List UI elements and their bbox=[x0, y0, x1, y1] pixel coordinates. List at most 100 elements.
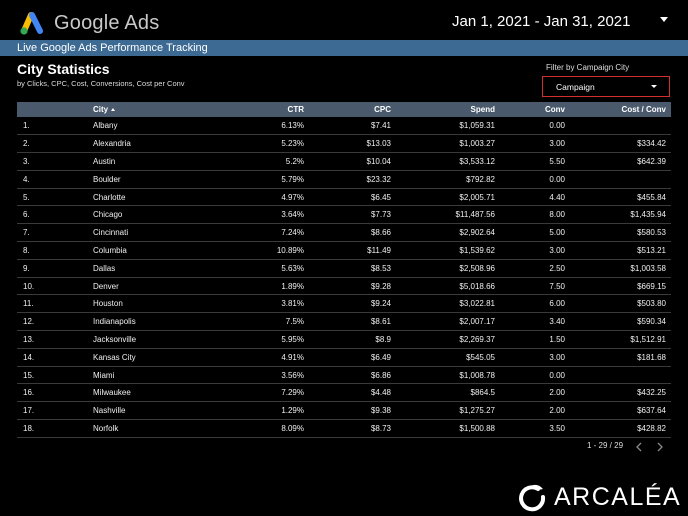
cell-ctr: 7.24% bbox=[183, 223, 309, 243]
cell-conv: 4.40 bbox=[500, 188, 570, 207]
cell-cpc: $6.86 bbox=[309, 366, 396, 385]
column-header-index bbox=[17, 102, 83, 117]
cell-city: Denver bbox=[83, 277, 183, 296]
next-page-button[interactable] bbox=[655, 440, 665, 452]
cell-cpc: $8.9 bbox=[309, 330, 396, 349]
section-title: City Statistics bbox=[17, 61, 110, 77]
column-header-cpc[interactable]: CPC bbox=[374, 105, 391, 114]
cell-cost-per-conv: $503.80 bbox=[570, 294, 671, 314]
cell-cpc: $8.66 bbox=[309, 223, 396, 243]
table-row: 1. Albany 6.13% $7.41 $1,059.31 0.00 bbox=[17, 117, 671, 136]
cell-city: Kansas City bbox=[83, 348, 183, 367]
chevron-down-icon[interactable] bbox=[660, 17, 668, 22]
report-banner: Live Google Ads Performance Tracking bbox=[0, 40, 688, 56]
cell-ctr: 3.81% bbox=[183, 294, 309, 314]
cell-cpc: $10.04 bbox=[309, 152, 396, 171]
cell-cpc: $7.73 bbox=[309, 205, 396, 225]
cell-cost-per-conv bbox=[570, 170, 671, 189]
column-header-label: City bbox=[93, 105, 109, 114]
cell-cpc: $9.24 bbox=[309, 294, 396, 314]
chevron-right-icon bbox=[657, 442, 663, 452]
cell-ctr: 3.64% bbox=[183, 205, 309, 225]
cell-spend: $2,508.96 bbox=[396, 259, 500, 278]
cell-spend: $1,059.31 bbox=[396, 117, 500, 136]
cell-city: Austin bbox=[83, 152, 183, 171]
cell-ctr: 4.97% bbox=[183, 188, 309, 207]
cell-cost-per-conv: $334.42 bbox=[570, 134, 671, 154]
table-row: 14. Kansas City 4.91% $6.49 $545.05 3.00 $181.… bbox=[17, 348, 671, 367]
previous-page-button[interactable] bbox=[634, 440, 644, 452]
row-index: 13. bbox=[17, 330, 83, 349]
date-range-selector[interactable]: Jan 1, 2021 - Jan 31, 2021 bbox=[452, 13, 631, 30]
row-index: 5. bbox=[17, 188, 83, 207]
table-row: 9. Dallas 5.63% $8.53 $2,508.96 2.50 $1,003.58 bbox=[17, 259, 671, 278]
brand-name: Google Ads bbox=[54, 12, 160, 34]
cell-conv: 3.00 bbox=[500, 241, 570, 260]
cell-city: Albany bbox=[83, 117, 183, 136]
cell-spend: $1,008.78 bbox=[396, 366, 500, 385]
column-header-spend[interactable]: Spend bbox=[470, 105, 495, 114]
cell-ctr: 7.29% bbox=[183, 383, 309, 403]
cell-spend: $3,533.12 bbox=[396, 152, 500, 171]
column-header-conv[interactable]: Conv bbox=[545, 105, 565, 114]
cell-cost-per-conv: $513.21 bbox=[570, 241, 671, 260]
cell-city: Nashville bbox=[83, 401, 183, 421]
cell-cost-per-conv: $590.34 bbox=[570, 312, 671, 332]
cell-cpc: $8.61 bbox=[309, 312, 396, 332]
cell-spend: $864.5 bbox=[396, 383, 500, 403]
cell-ctr: 6.13% bbox=[183, 117, 309, 136]
table-row: 6. Chicago 3.64% $7.73 $11,487.56 8.00 $1,435.… bbox=[17, 205, 671, 225]
cell-cpc: $11.49 bbox=[309, 241, 396, 260]
cell-cpc: $4.48 bbox=[309, 383, 396, 403]
cell-cost-per-conv: $455.84 bbox=[570, 188, 671, 207]
cell-conv: 3.50 bbox=[500, 419, 570, 438]
row-index: 12. bbox=[17, 312, 83, 332]
cell-conv: 3.00 bbox=[500, 134, 570, 154]
header: Google Ads Jan 1, 2021 - Jan 31, 2021 bbox=[0, 0, 688, 40]
cell-cost-per-conv: $669.15 bbox=[570, 277, 671, 296]
row-index: 11. bbox=[17, 294, 83, 314]
row-index: 10. bbox=[17, 277, 83, 296]
row-index: 2. bbox=[17, 134, 83, 154]
cell-conv: 5.50 bbox=[500, 152, 570, 171]
cell-conv: 2.50 bbox=[500, 259, 570, 278]
cell-cost-per-conv: $580.53 bbox=[570, 223, 671, 243]
cell-spend: $3,022.81 bbox=[396, 294, 500, 314]
cell-cpc: $6.45 bbox=[309, 188, 396, 207]
cell-ctr: 5.23% bbox=[183, 134, 309, 154]
cell-cost-per-conv: $432.25 bbox=[570, 383, 671, 403]
row-index: 3. bbox=[17, 152, 83, 171]
cell-conv: 0.00 bbox=[500, 170, 570, 189]
cell-ctr: 7.5% bbox=[183, 312, 309, 332]
table-row: 2. Alexandria 5.23% $13.03 $1,003.27 3.00 $334… bbox=[17, 134, 671, 154]
cell-city: Cincinnati bbox=[83, 223, 183, 243]
row-index: 6. bbox=[17, 205, 83, 225]
table-row: 10. Denver 1.89% $9.28 $5,018.66 7.50 $669.15 bbox=[17, 277, 671, 296]
cell-spend: $2,005.71 bbox=[396, 188, 500, 207]
cell-conv: 8.00 bbox=[500, 205, 570, 225]
row-index: 18. bbox=[17, 419, 83, 438]
table-row: 18. Norfolk 8.09% $8.73 $1,500.88 3.50 $428.82 bbox=[17, 419, 671, 438]
cell-ctr: 5.63% bbox=[183, 259, 309, 278]
cell-cost-per-conv bbox=[570, 366, 671, 385]
cell-spend: $545.05 bbox=[396, 348, 500, 367]
cell-cpc: $6.49 bbox=[309, 348, 396, 367]
row-index: 14. bbox=[17, 348, 83, 367]
cell-ctr: 4.91% bbox=[183, 348, 309, 367]
cell-cpc: $9.28 bbox=[309, 277, 396, 296]
table-row: 4. Boulder 5.79% $23.32 $792.82 0.00 bbox=[17, 170, 671, 189]
cell-conv: 3.40 bbox=[500, 312, 570, 332]
cell-ctr: 5.2% bbox=[183, 152, 309, 171]
cell-cost-per-conv: $1,512.91 bbox=[570, 330, 671, 349]
cell-spend: $5,018.66 bbox=[396, 277, 500, 296]
cell-cpc: $23.32 bbox=[309, 170, 396, 189]
cell-city: Houston bbox=[83, 294, 183, 314]
sort-ascending-icon bbox=[111, 108, 116, 111]
section-subtitle: by Clicks, CPC, Cost, Conversions, Cost … bbox=[17, 79, 185, 88]
cell-cost-per-conv: $181.68 bbox=[570, 348, 671, 367]
column-header-city[interactable]: City bbox=[83, 102, 183, 117]
column-header-ctr[interactable]: CTR bbox=[287, 105, 304, 114]
campaign-filter-dropdown[interactable]: Campaign bbox=[542, 76, 670, 97]
column-header-cost-per-conv[interactable]: Cost / Conv bbox=[621, 105, 666, 114]
table-row: 3. Austin 5.2% $10.04 $3,533.12 5.50 $642.39 bbox=[17, 152, 671, 171]
